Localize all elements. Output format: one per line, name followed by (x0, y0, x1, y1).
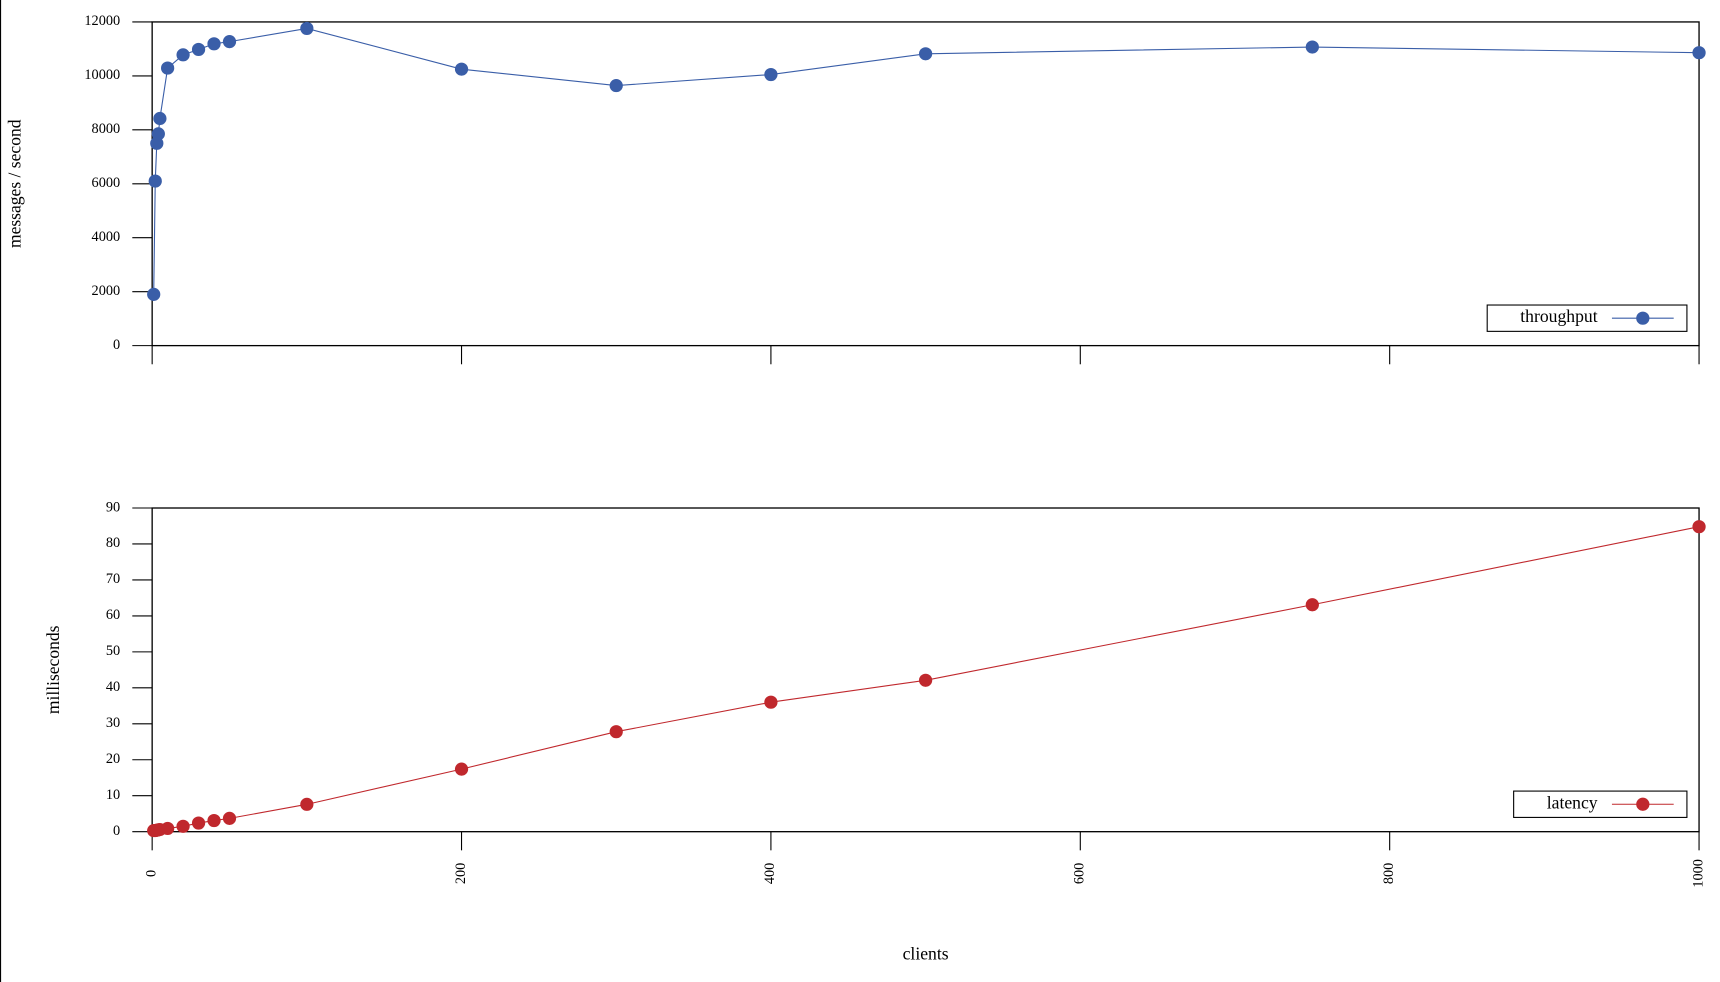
x-tick-label: 1000 (1690, 859, 1706, 887)
point (176, 819, 190, 833)
point (1305, 598, 1319, 612)
point (153, 111, 167, 126)
point (454, 762, 469, 776)
plot-frame (151, 21, 1700, 347)
point (222, 811, 237, 825)
point (161, 61, 175, 75)
plot-frame (151, 507, 1700, 833)
point (609, 725, 623, 739)
x-tick-label: 0 (143, 870, 159, 877)
y-axis-label: messages / second (5, 119, 25, 248)
point (191, 816, 206, 830)
point (300, 797, 314, 811)
point (207, 37, 221, 51)
y-tick-label: 80 (106, 535, 120, 551)
x-axis-label: clients (903, 944, 949, 964)
x-tick-label: 400 (762, 863, 778, 884)
y-tick-label: 0 (113, 823, 120, 839)
point (148, 174, 162, 188)
y-axis-label: milliseconds (43, 625, 63, 714)
point (222, 35, 237, 49)
point (454, 62, 469, 76)
point (191, 42, 206, 57)
point (161, 821, 175, 836)
y-tick-label: 50 (106, 643, 120, 659)
point (300, 21, 314, 36)
y-tick-label: 20 (106, 751, 120, 767)
point (1305, 40, 1319, 54)
point (176, 48, 190, 62)
legend-marker (1636, 797, 1650, 811)
point (764, 67, 778, 82)
y-tick-label: 4000 (92, 229, 121, 245)
y-tick-label: 0 (113, 337, 120, 353)
x-tick-label: 600 (1072, 863, 1088, 884)
point (609, 79, 623, 93)
y-tick-label: 6000 (92, 175, 121, 191)
point (918, 673, 933, 687)
legend-label: latency (1547, 792, 1598, 812)
point (151, 127, 165, 141)
legend-marker (1636, 311, 1650, 325)
legend-label: throughput (1520, 306, 1597, 326)
y-tick-label: 2000 (92, 283, 121, 299)
x-tick-label: 200 (453, 863, 469, 884)
y-tick-label: 8000 (92, 121, 121, 137)
legend-box (1513, 790, 1688, 818)
y-tick-label: 12000 (84, 13, 120, 29)
x-tick-label: 800 (1381, 863, 1397, 884)
point (1692, 46, 1706, 60)
point (764, 695, 778, 709)
y-tick-label: 60 (106, 607, 120, 623)
point (147, 287, 161, 301)
point (207, 813, 221, 828)
y-tick-label: 40 (106, 679, 120, 695)
y-tick-label: 70 (106, 571, 120, 587)
point (918, 47, 933, 61)
y-tick-label: 10000 (84, 67, 120, 83)
y-tick-label: 10 (106, 787, 120, 803)
y-tick-label: 90 (106, 499, 120, 515)
y-tick-label: 30 (106, 715, 120, 731)
series-line (153, 27, 1700, 295)
point (1692, 520, 1706, 534)
